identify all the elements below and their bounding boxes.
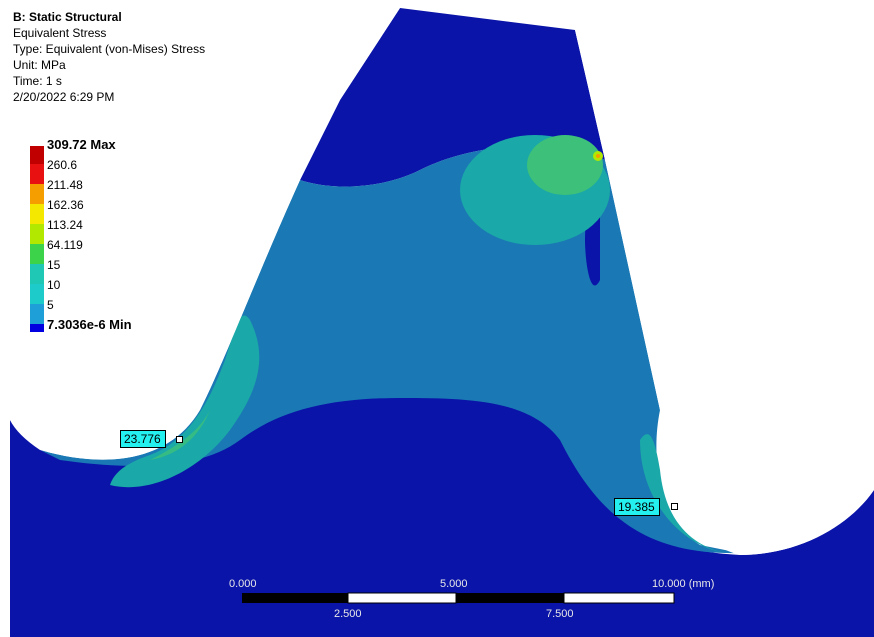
result-time: Time: 1 s xyxy=(13,74,62,88)
result-unit: Unit: MPa xyxy=(13,58,66,72)
low-stress-region xyxy=(10,392,874,637)
scale-bar-seg-3 xyxy=(456,593,564,603)
legend-band-6 xyxy=(30,264,44,284)
result-type: Type: Equivalent (von-Mises) Stress xyxy=(13,42,206,56)
probe-label-right[interactable]: 19.385 xyxy=(614,498,660,516)
legend-band-3 xyxy=(30,204,44,224)
legend-band-5 xyxy=(30,244,44,264)
result-name: Equivalent Stress xyxy=(13,26,107,40)
scale-bar-seg-2 xyxy=(347,592,457,604)
scale-label-5: 5.000 xyxy=(440,578,468,590)
scale-bar-seg-4 xyxy=(563,592,675,604)
legend-band-1 xyxy=(30,164,44,184)
legend-level-label: 211.48 xyxy=(47,178,83,192)
legend-band-4 xyxy=(30,224,44,244)
green-contour-top xyxy=(527,135,603,195)
result-date: 2/20/2022 6:29 PM xyxy=(13,90,115,104)
result-info-panel: B: Static Structural Equivalent Stress T… xyxy=(13,9,205,105)
probe-marker-right xyxy=(671,503,678,510)
peak-stress-core xyxy=(596,154,600,158)
scale-label-2-5: 2.500 xyxy=(334,608,362,620)
legend-band-9 xyxy=(30,324,44,332)
teal-contour-left xyxy=(110,315,260,488)
legend-level-label: 10 xyxy=(47,278,61,292)
legend-level-label: 64.119 xyxy=(47,238,83,252)
probe-label-left[interactable]: 23.776 xyxy=(120,430,166,448)
legend-band-8 xyxy=(30,304,44,324)
legend-band-0 xyxy=(30,146,44,164)
legend-level-label: 113.24 xyxy=(47,218,83,232)
legend-level-label: 15 xyxy=(47,258,61,272)
legend-band-7 xyxy=(30,284,44,304)
legend-level-label: 162.36 xyxy=(47,198,84,212)
legend-level-label: 260.6 xyxy=(47,158,78,172)
probe-marker-left xyxy=(176,436,183,443)
white-gap-left xyxy=(10,0,400,460)
medium-stress-region xyxy=(40,146,740,554)
legend-band-2 xyxy=(30,184,44,204)
legend-level-label: 5 xyxy=(47,298,54,312)
scale-label-10: 10.000 (mm) xyxy=(652,578,715,590)
scale-label-7-5: 7.500 xyxy=(546,608,574,620)
white-gap-right xyxy=(575,0,874,555)
legend-max-label: 309.72 Max xyxy=(47,137,116,152)
analysis-system-title: B: Static Structural xyxy=(13,10,122,24)
scale-label-0: 0.000 xyxy=(229,578,257,590)
scale-bar-seg-1 xyxy=(242,593,348,603)
legend-min-label: 7.3036e-6 Min xyxy=(47,317,132,332)
teal-contour-right xyxy=(640,434,725,553)
